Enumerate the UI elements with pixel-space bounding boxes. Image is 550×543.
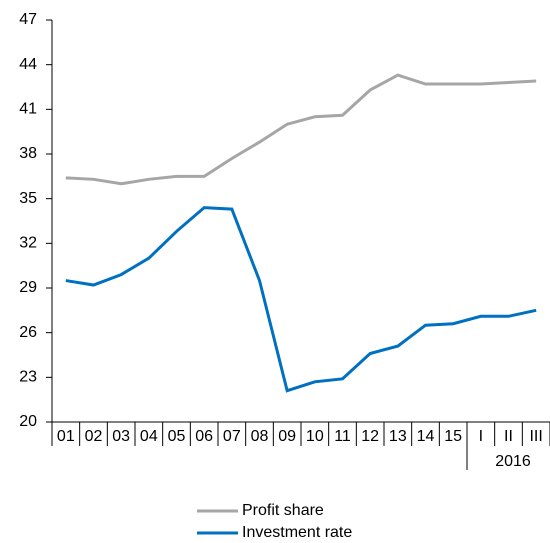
x-tick-label: 11	[334, 428, 351, 445]
y-tick-label: 23	[19, 369, 37, 386]
x-tick-label: 08	[251, 428, 269, 445]
legend-label: Profit share	[242, 502, 324, 519]
y-tick-label: 32	[19, 235, 37, 252]
y-tick-label: 29	[19, 279, 37, 296]
x-tick-label: 09	[278, 428, 296, 445]
x-group-label: 2016	[495, 453, 531, 470]
x-tick-label: 03	[112, 428, 130, 445]
series-line	[65, 73, 537, 186]
x-tick-label: 13	[389, 428, 407, 445]
y-tick-label: 47	[19, 11, 37, 28]
x-tick-label: II	[504, 428, 513, 445]
x-tick-label: 07	[223, 428, 241, 445]
y-tick-label: 26	[19, 324, 37, 341]
x-tick-label: 01	[57, 428, 75, 445]
x-tick-label: III	[529, 428, 542, 445]
x-tick-label: 06	[195, 428, 213, 445]
series-line	[65, 206, 537, 393]
x-tick-label: 04	[140, 428, 158, 445]
y-tick-label: 41	[19, 101, 37, 118]
x-tick-label: 14	[417, 428, 435, 445]
y-tick-label: 38	[19, 145, 37, 162]
x-tick-label: 05	[168, 428, 186, 445]
y-tick-label: 35	[19, 190, 37, 207]
y-tick-label: 20	[19, 413, 37, 430]
legend-label: Investment rate	[242, 524, 352, 541]
x-tick-label: 15	[444, 428, 462, 445]
x-tick-label: 02	[85, 428, 103, 445]
x-tick-label: 10	[306, 428, 324, 445]
x-tick-label: I	[479, 428, 483, 445]
x-tick-label: 12	[361, 428, 379, 445]
y-tick-label: 44	[19, 56, 37, 73]
